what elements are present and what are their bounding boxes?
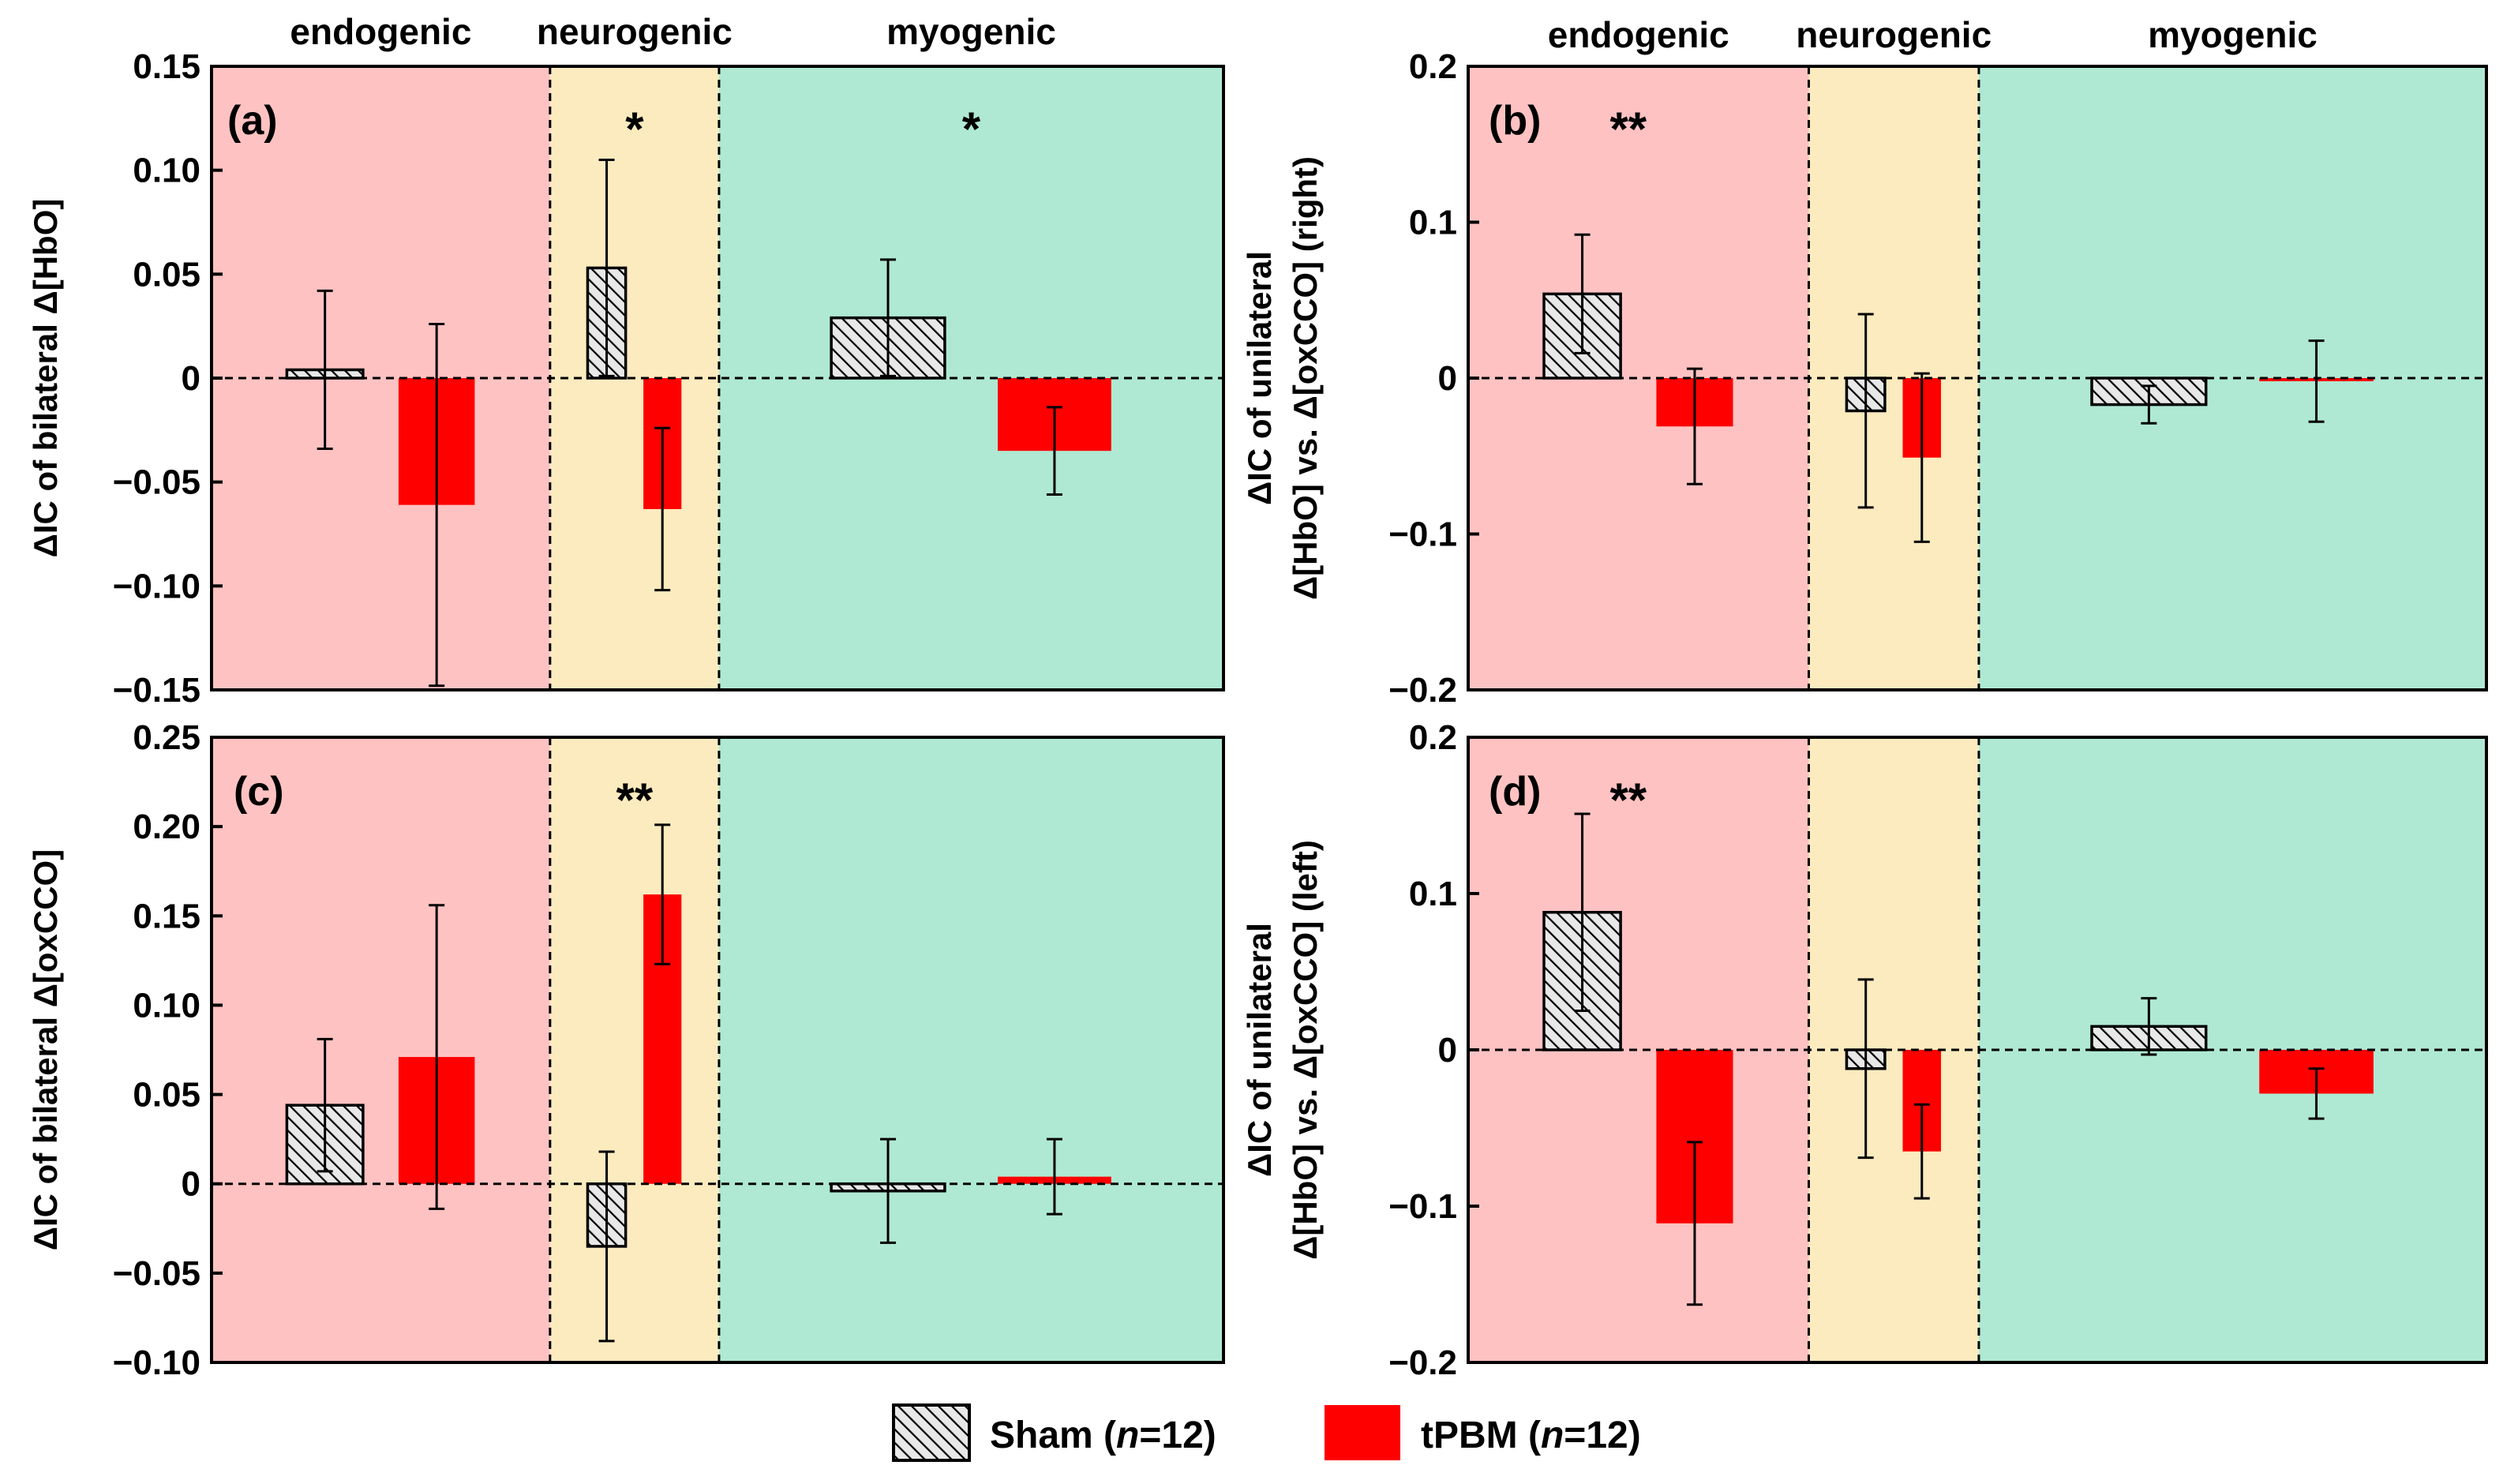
chart-panel-3: ** 0.25 0.20 0.15 0.10 0.05 0 −0.05 −0.10 (c) ΔIC … [27,718,1225,1382]
y-tick-label: 0.15 [133,47,200,86]
chart-panel-4: ** 0.2 0.1 0 −0.1 −0.2 (d) ΔIC of unilateral Δ[H… [1241,718,2488,1382]
panel-label: (d) [1489,769,1541,815]
y-tick-label: 0 [1438,1031,1457,1070]
chart-panel-2: endogenic neurogenic myogenic ** 0.2 0.1 0 −0.1… [1241,14,2488,710]
y-tick-label: −0.1 [1388,1187,1457,1226]
significance-marker: ** [1609,103,1647,156]
y-tick-label: −0.15 [113,671,200,710]
y-tick-label: −0.1 [1388,515,1457,554]
y-tick-label: 0.15 [133,897,200,935]
y-tick-label: 0.25 [133,718,200,757]
y-axis-label: ΔIC of bilateral Δ[HbO] [27,199,64,558]
band-endogenic-background [212,737,550,1362]
band-title-neurogenic: neurogenic [537,11,733,52]
y-axis-label: Δ[HbO] vs. Δ[oxCCO] (right) [1287,156,1324,600]
band-title-endogenic: endogenic [290,11,471,52]
significance-marker: ** [1609,774,1647,826]
y-tick-label: 0.2 [1409,47,1457,86]
y-tick-label: 0 [182,359,200,398]
panel-label: (a) [227,98,278,144]
legend-tpbm-label: tPBM (n=12) [1421,1415,1641,1456]
y-axis-label: ΔIC of bilateral Δ[oxCCO] [27,849,64,1250]
band-myogenic-background [718,737,1223,1362]
plot-frame [210,736,1225,1364]
band-neurogenic-background [549,737,719,1362]
legend: Sham (n=12) tPBM (n=12) [892,1403,1641,1462]
y-tick-label: −0.2 [1388,1343,1457,1382]
y-tick-label: 0 [1438,359,1457,398]
y-tick-label: 0.20 [133,808,200,846]
y-tick-label: 0.05 [133,1076,200,1115]
y-tick-label: 0 [182,1165,200,1204]
panel-label: (b) [1489,98,1541,144]
y-tick-label: 0.1 [1409,204,1457,242]
y-axis-label: ΔIC of unilateral [1241,923,1278,1177]
plots-layer: endogenic neurogenic myogenic* *0.150.100.0… [27,11,2488,1382]
y-tick-label: 0.10 [133,152,200,190]
y-tick-label: 0.2 [1409,718,1457,757]
y-tick-label: −0.2 [1388,671,1457,710]
legend-sham-label: Sham (n=12) [990,1415,1216,1456]
y-tick-label: 0.1 [1409,875,1457,913]
y-axis-label: Δ[HbO] vs. Δ[oxCCO] (left) [1287,840,1324,1260]
y-tick-label: −0.10 [113,1343,200,1382]
panel-label: (c) [234,769,284,815]
band-title-endogenic: endogenic [1548,14,1729,55]
y-tick-label: −0.05 [113,463,200,502]
y-axis-label: ΔIC of unilateral [1241,251,1278,505]
legend-tpbm-swatch [1325,1405,1400,1460]
band-title-neurogenic: neurogenic [1796,14,1992,55]
legend-sham-swatch [892,1403,971,1462]
y-tick-label: 0.05 [133,255,200,294]
band-title-myogenic: myogenic [2148,14,2318,55]
y-tick-label: −0.05 [113,1254,200,1293]
chart-panel-1: endogenic neurogenic myogenic * * 0.15 0.10 0.0… [27,11,1225,710]
y-tick-label: 0.10 [133,986,200,1025]
band-title-myogenic: myogenic [886,11,1056,52]
y-tick-label: −0.10 [113,567,200,605]
significance-marker: * [625,103,644,156]
significance-marker: ** [616,774,654,826]
significance-marker: * [962,103,981,156]
